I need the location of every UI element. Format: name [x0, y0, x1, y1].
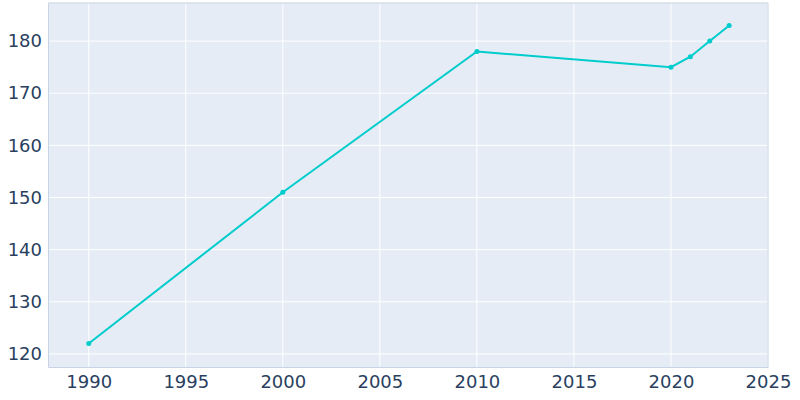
- series: [86, 23, 731, 346]
- y-tick: 120: [8, 343, 48, 364]
- x-tick-label: 2010: [454, 371, 500, 392]
- x-tick-label: 1995: [163, 371, 209, 392]
- line: [89, 25, 729, 343]
- grid-line-y: [48, 301, 768, 302]
- grid-line-x: [185, 3, 186, 367]
- y-tick-label: 130: [8, 291, 42, 312]
- y-tick-label: 180: [8, 30, 42, 51]
- x-tick: 2020: [649, 367, 695, 392]
- grid-line-x: [379, 3, 380, 367]
- x-tick-label: 2005: [357, 371, 403, 392]
- x-tick: 1990: [66, 367, 112, 392]
- plot-background: [48, 3, 768, 367]
- grid-line-y: [48, 145, 768, 146]
- y-tick-label: 120: [8, 343, 42, 364]
- x-tick: 2005: [357, 367, 403, 392]
- x-tick-label: 2000: [260, 371, 306, 392]
- frame-right: [768, 3, 769, 367]
- y-tick: 180: [8, 30, 48, 51]
- frame-top: [48, 3, 768, 4]
- grid-line-y: [48, 93, 768, 94]
- point: [86, 341, 91, 346]
- grid-line-y: [48, 353, 768, 354]
- y-tick: 160: [8, 135, 48, 156]
- chart: 1990 1995 2000 2005 2010 2015 2020 2025 120 130 14…: [0, 0, 800, 400]
- x-tick-label: 2015: [552, 371, 598, 392]
- point: [727, 23, 732, 28]
- y-tick-label: 160: [8, 135, 42, 156]
- grid-line-x: [476, 3, 477, 367]
- grid-line-y: [48, 197, 768, 198]
- grid-line-x: [670, 3, 671, 367]
- y-tick-label: 150: [8, 187, 42, 208]
- grid-line-x: [768, 3, 769, 367]
- x-tick-label: 2025: [746, 371, 792, 392]
- point: [474, 49, 479, 54]
- point: [668, 65, 673, 70]
- x-tick-label: 2020: [649, 371, 695, 392]
- x-tick: 2010: [454, 367, 500, 392]
- x-tick: 1995: [163, 367, 209, 392]
- point: [707, 39, 712, 44]
- y-axis: 120 130 140 150 160 170 180: [8, 4, 49, 368]
- point: [688, 54, 693, 59]
- x-tick-label: 1990: [66, 371, 112, 392]
- grid: [48, 3, 768, 367]
- x-tick: 2000: [260, 367, 306, 392]
- plot: 1990 1995 2000 2005 2010 2015 2020 2025 120 130 14…: [8, 3, 792, 392]
- point: [280, 190, 285, 195]
- x-tick: 2015: [552, 367, 598, 392]
- y-tick: 170: [8, 82, 48, 103]
- y-tick-label: 140: [8, 239, 42, 260]
- x-tick: 2025: [746, 367, 792, 392]
- x-axis-line: [49, 367, 769, 368]
- y-tick: 150: [8, 187, 48, 208]
- grid-line-y: [48, 249, 768, 250]
- y-axis-line: [48, 4, 49, 368]
- y-tick-label: 170: [8, 82, 42, 103]
- y-tick: 130: [8, 291, 48, 312]
- grid-line-x: [573, 3, 574, 367]
- y-tick: 140: [8, 239, 48, 260]
- grid-line-y: [48, 41, 768, 42]
- grid-line-x: [88, 3, 89, 367]
- x-axis: 1990 1995 2000 2005 2010 2015 2020 2025: [49, 367, 792, 392]
- grid-line-x: [282, 3, 283, 367]
